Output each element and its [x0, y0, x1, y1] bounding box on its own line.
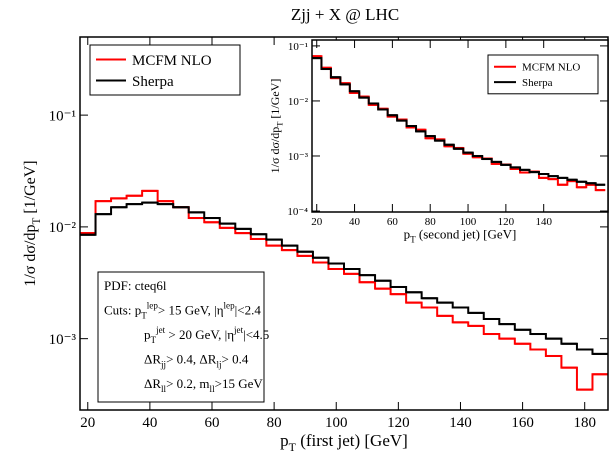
- x-tick-label: 80: [425, 216, 437, 228]
- x-tick-label: 180: [573, 415, 596, 431]
- x-tick-label: 60: [205, 415, 220, 431]
- label-part: jj: [160, 359, 166, 369]
- label-part: T: [410, 234, 416, 244]
- label-part: > 0.4: [222, 352, 249, 367]
- label-part: |<2.4: [235, 303, 262, 318]
- label: 1/σ dσ/dpT [1/GeV]: [268, 79, 285, 174]
- x-tick-label: 140: [535, 216, 552, 228]
- label-part: (first jet) [GeV]: [296, 431, 408, 450]
- label-part: [1/GeV]: [268, 79, 282, 122]
- label-part: >15 GeV: [215, 376, 264, 391]
- label-part: T: [289, 440, 297, 454]
- label: Cuts: pTlep> 15 GeV, |ηlep|<2.4: [104, 301, 261, 321]
- x-tick-label: 80: [267, 415, 282, 431]
- label-part: 1/σ dσ/dp: [22, 225, 39, 287]
- label-part: ll: [161, 384, 167, 394]
- label: PDF: cteq6l: [104, 278, 167, 293]
- x-tick-label: 100: [325, 415, 348, 431]
- x-tick-label: 140: [449, 415, 472, 431]
- legend-label: MCFM NLO: [132, 53, 212, 69]
- x-tick-label: 120: [498, 216, 515, 228]
- label-part: > 0.4, ΔR: [166, 352, 217, 367]
- label-part: > 15 GeV, |η: [158, 303, 224, 318]
- histogram-riser: [312, 57, 606, 186]
- x-tick-label: 40: [349, 216, 361, 228]
- legend-label: MCFM NLO: [522, 62, 580, 74]
- y-tick-label: 10⁻¹: [49, 108, 76, 124]
- label: pT (first jet) [GeV]: [280, 431, 408, 454]
- x-tick-label: 160: [511, 415, 534, 431]
- x-tick-label: 120: [387, 415, 410, 431]
- label-part: ΔR: [144, 352, 161, 367]
- label-part: PDF: cteq6l: [104, 278, 167, 293]
- histogram-riser: [80, 189, 608, 391]
- label: pTjet > 20 GeV, |ηjet|<4.5: [144, 325, 269, 345]
- label-part: lep: [224, 301, 236, 311]
- label-part: lj: [216, 359, 221, 369]
- label-part: > 0.2, m: [166, 376, 209, 391]
- legend-box: [487, 54, 599, 95]
- y-tick-label: 10⁻²: [49, 220, 77, 236]
- y-tick-label: 10⁻³: [288, 151, 309, 163]
- x-tick-label: 20: [80, 415, 95, 431]
- label: 1/σ dσ/dpT [1/GeV]: [22, 160, 43, 286]
- plot-frame: [79, 36, 609, 411]
- legend-label: Sherpa: [522, 77, 553, 89]
- label-part: (second jet) [GeV]: [416, 226, 517, 241]
- x-tick-label: 40: [142, 415, 157, 431]
- x-tick-label: 60: [387, 216, 399, 228]
- label-part: p: [144, 327, 151, 342]
- x-tick-label: 20: [311, 216, 323, 228]
- label-part: > 20 GeV, |η: [165, 327, 234, 342]
- y-tick-label: 10⁻³: [49, 332, 77, 348]
- label-part: T: [151, 335, 157, 345]
- label-part: [1/GeV]: [22, 160, 39, 217]
- x-tick-label: 100: [460, 216, 477, 228]
- label-part: T: [276, 122, 285, 127]
- label-part: Cuts: p: [104, 303, 141, 318]
- label-part: p: [280, 431, 289, 450]
- y-tick-label: 10⁻⁴: [287, 206, 308, 218]
- label-part: p: [404, 226, 411, 241]
- legend-label: Sherpa: [132, 74, 174, 90]
- histogram-riser: [80, 201, 608, 355]
- y-tick-label: 10⁻¹: [288, 41, 308, 53]
- label: ΔRll> 0.2, mll>15 GeV: [144, 376, 263, 394]
- label-part: 1/σ dσ/dp: [268, 127, 282, 174]
- label-part: jet: [155, 325, 166, 335]
- label-part: T: [31, 218, 43, 225]
- label-part: ΔR: [144, 376, 161, 391]
- plot-frame: [311, 39, 609, 213]
- annotation-box: [97, 271, 265, 403]
- label-part: T: [141, 310, 147, 320]
- legend-box: [89, 44, 241, 96]
- label-part: lep: [147, 301, 159, 311]
- label-part: |<4.5: [243, 327, 269, 342]
- label-part: jet: [233, 325, 244, 335]
- label-part: ll: [210, 384, 216, 394]
- chart-title: Zjj + X @ LHC: [291, 5, 399, 24]
- y-tick-label: 10⁻²: [288, 96, 309, 108]
- label: ΔRjj> 0.4, ΔRlj> 0.4: [144, 352, 249, 370]
- label: pT (second jet) [GeV]: [404, 226, 517, 244]
